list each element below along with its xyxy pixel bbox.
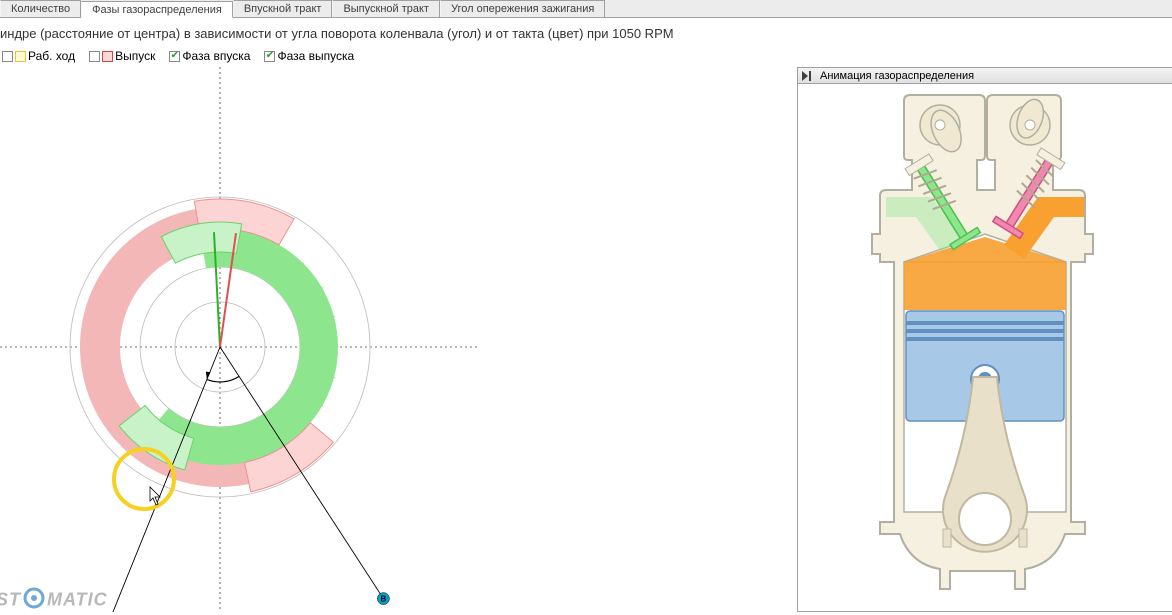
watermark: ST MATIC <box>0 587 108 612</box>
animation-panel: Анимация газораспределения <box>797 67 1172 612</box>
tab-label: Впускной тракт <box>244 3 322 15</box>
watermark-right: MATIC <box>47 589 108 609</box>
animation-canvas <box>798 84 1172 611</box>
tab-bar: Количество Фазы газораспределения Впускн… <box>0 0 1172 18</box>
tab-quantity[interactable]: Количество <box>0 0 81 17</box>
checkbox-icon <box>89 51 100 62</box>
legend-item-exhaust[interactable]: Выпуск <box>89 49 155 63</box>
tab-intake-tract[interactable]: Впускной тракт <box>233 0 333 17</box>
chart-legend: Раб. ход Выпуск ✔ Фаза впуска ✔ Фаза вып… <box>0 45 1172 67</box>
animation-panel-title: Анимация газораспределения <box>820 70 974 82</box>
tab-label: Угол опережения зажигания <box>451 3 594 15</box>
legend-item-power-stroke[interactable]: Раб. ход <box>2 49 75 63</box>
polar-chart: AB <box>0 67 797 612</box>
tab-valve-timing[interactable]: Фазы газораспределения <box>81 1 233 18</box>
checkbox-icon <box>2 51 13 62</box>
legend-swatch <box>15 51 26 62</box>
tab-exhaust-tract[interactable]: Выпускной тракт <box>332 0 440 17</box>
legend-item-intake-phase[interactable]: ✔ Фаза впуска <box>169 49 250 63</box>
legend-label: Фаза выпуска <box>277 49 354 63</box>
svg-text:B: B <box>381 595 387 604</box>
animation-panel-header: Анимация газораспределения <box>798 68 1172 84</box>
legend-label: Фаза впуска <box>182 49 250 63</box>
tab-label: Количество <box>11 3 70 15</box>
legend-label: Раб. ход <box>28 49 75 63</box>
legend-swatch <box>102 51 113 62</box>
chart-title: индре (расстояние от центра) в зависимос… <box>0 18 1172 45</box>
engine-diagram <box>835 84 1135 604</box>
legend-item-exhaust-phase[interactable]: ✔ Фаза выпуска <box>264 49 354 63</box>
watermark-ring-icon <box>23 587 45 612</box>
polar-chart-area[interactable]: AB ST MATIC <box>0 67 797 612</box>
tab-label: Выпускной тракт <box>343 3 429 15</box>
checkbox-icon: ✔ <box>169 51 180 62</box>
watermark-left: ST <box>0 589 21 609</box>
tab-ignition-advance[interactable]: Угол опережения зажигания <box>440 0 605 17</box>
checkbox-icon: ✔ <box>264 51 275 62</box>
play-button[interactable] <box>800 70 814 82</box>
legend-label: Выпуск <box>115 49 155 63</box>
tab-label: Фазы газораспределения <box>92 4 222 16</box>
